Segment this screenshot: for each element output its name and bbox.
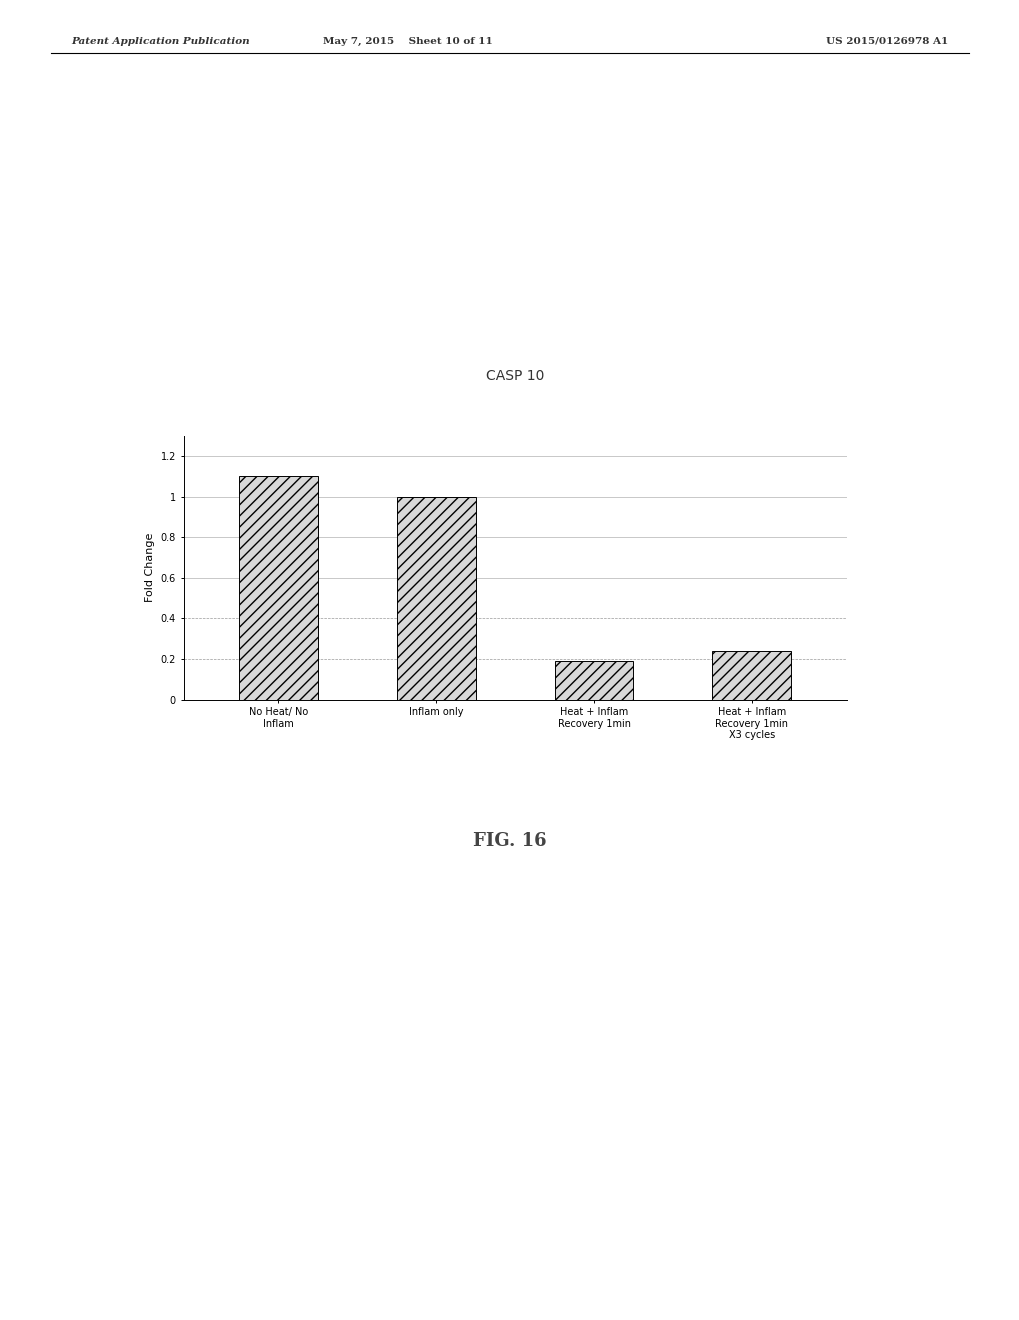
Text: US 2015/0126978 A1: US 2015/0126978 A1 — [825, 37, 948, 46]
Text: Patent Application Publication: Patent Application Publication — [71, 37, 250, 46]
Text: May 7, 2015    Sheet 10 of 11: May 7, 2015 Sheet 10 of 11 — [323, 37, 492, 46]
Y-axis label: Fold Change: Fold Change — [145, 533, 155, 602]
Bar — [554, 661, 633, 700]
Bar — [711, 651, 791, 700]
Bar — [396, 496, 475, 700]
Text: FIG. 16: FIG. 16 — [473, 832, 546, 850]
Text: CASP 10: CASP 10 — [485, 368, 544, 383]
Bar — [238, 477, 318, 700]
